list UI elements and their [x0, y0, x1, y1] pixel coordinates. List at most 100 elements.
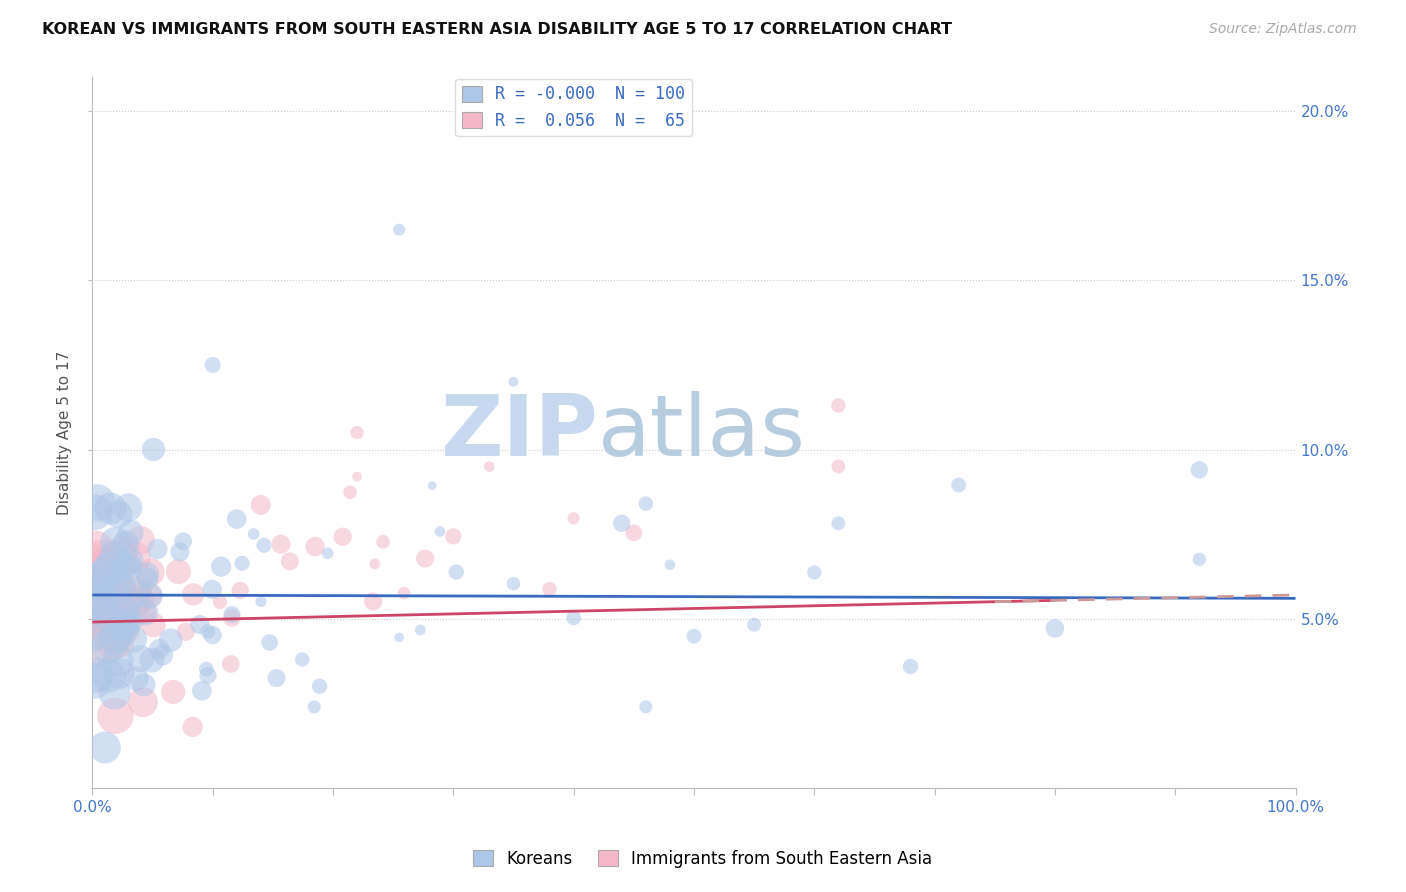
Point — [93, 578, 115, 592]
Point — [803, 566, 825, 580]
Point — [225, 512, 247, 526]
Point — [683, 629, 706, 643]
Point — [111, 560, 134, 574]
Point — [413, 551, 436, 566]
Point — [125, 672, 148, 686]
Point — [191, 683, 214, 698]
Point — [83, 614, 105, 628]
Point — [253, 538, 276, 552]
Point — [107, 655, 129, 669]
Point — [1188, 552, 1211, 566]
Point — [112, 621, 135, 635]
Point — [84, 608, 107, 623]
Point — [502, 375, 524, 389]
Point — [361, 594, 384, 608]
Point — [181, 720, 204, 734]
Point — [94, 740, 117, 755]
Point — [266, 671, 288, 685]
Point — [304, 700, 326, 714]
Point — [84, 543, 107, 558]
Point — [103, 605, 125, 619]
Point — [346, 425, 368, 440]
Point — [93, 572, 115, 586]
Point — [96, 609, 118, 624]
Point — [174, 624, 197, 639]
Point — [148, 642, 170, 657]
Point — [135, 606, 157, 620]
Point — [94, 563, 117, 577]
Point — [93, 560, 115, 574]
Point — [132, 695, 155, 709]
Point — [103, 582, 125, 596]
Point — [104, 632, 127, 646]
Legend: R = -0.000  N = 100, R =  0.056  N =  65: R = -0.000 N = 100, R = 0.056 N = 65 — [456, 78, 692, 136]
Point — [167, 565, 190, 579]
Text: atlas: atlas — [598, 391, 806, 474]
Text: KOREAN VS IMMIGRANTS FROM SOUTH EASTERN ASIA DISABILITY AGE 5 TO 17 CORRELATION : KOREAN VS IMMIGRANTS FROM SOUTH EASTERN … — [42, 22, 952, 37]
Point — [103, 583, 125, 598]
Text: ZIP: ZIP — [440, 391, 598, 474]
Point — [242, 527, 264, 541]
Point — [84, 591, 107, 605]
Point — [291, 652, 314, 666]
Point — [98, 594, 121, 608]
Point — [308, 679, 330, 693]
Point — [94, 566, 117, 580]
Point — [209, 595, 232, 609]
Point — [197, 624, 219, 639]
Point — [110, 607, 132, 621]
Point — [634, 497, 657, 511]
Point — [278, 554, 301, 568]
Point — [152, 648, 174, 662]
Point — [103, 549, 125, 563]
Point — [117, 500, 139, 515]
Point — [346, 469, 368, 483]
Point — [1043, 621, 1066, 635]
Point — [146, 542, 169, 557]
Point — [105, 604, 128, 618]
Point — [90, 552, 112, 566]
Point — [429, 524, 451, 539]
Point — [101, 574, 124, 588]
Point — [107, 635, 129, 649]
Point — [120, 525, 142, 540]
Point — [139, 589, 162, 603]
Point — [141, 653, 163, 667]
Point — [219, 657, 242, 671]
Point — [86, 640, 108, 654]
Point — [111, 626, 134, 640]
Point — [84, 668, 107, 682]
Point — [142, 618, 165, 632]
Y-axis label: Disability Age 5 to 17: Disability Age 5 to 17 — [58, 351, 72, 515]
Point — [249, 498, 271, 512]
Point — [502, 576, 524, 591]
Point — [111, 544, 134, 558]
Point — [124, 550, 146, 565]
Point — [103, 636, 125, 650]
Point — [122, 599, 145, 613]
Point — [129, 592, 152, 607]
Point — [100, 501, 122, 516]
Point — [125, 585, 148, 599]
Point — [93, 600, 115, 615]
Point — [86, 495, 108, 509]
Point — [250, 594, 273, 608]
Point — [634, 699, 657, 714]
Point — [139, 565, 162, 579]
Point — [827, 459, 849, 474]
Point — [104, 535, 127, 549]
Point — [201, 358, 224, 372]
Point — [172, 534, 194, 549]
Point — [900, 659, 922, 673]
Point — [159, 633, 181, 648]
Point — [339, 485, 361, 500]
Point — [83, 625, 105, 640]
Point — [409, 623, 432, 637]
Point — [610, 516, 633, 531]
Point — [136, 567, 159, 582]
Point — [90, 598, 112, 612]
Point — [827, 516, 849, 531]
Point — [444, 565, 467, 579]
Point — [420, 478, 443, 492]
Point — [562, 511, 585, 525]
